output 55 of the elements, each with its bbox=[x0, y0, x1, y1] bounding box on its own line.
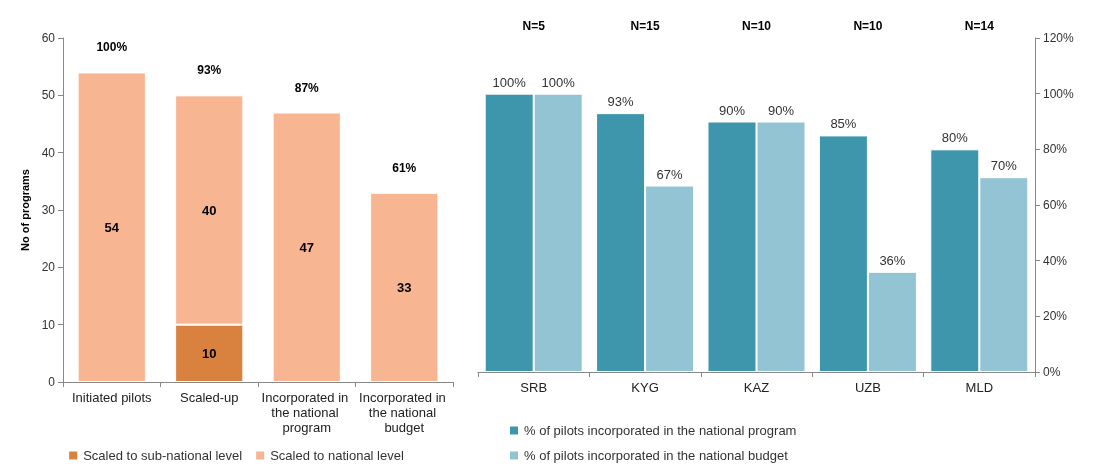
data-label: 93% bbox=[607, 94, 635, 110]
y2-tick-label: 0% bbox=[1043, 365, 1061, 379]
bar bbox=[77, 72, 146, 382]
data-label: 33 bbox=[397, 279, 412, 295]
x-tick-label: SRB bbox=[520, 380, 548, 395]
legend-label: % of pilots incorporated in the national budget bbox=[524, 448, 789, 463]
annotation: 61% bbox=[392, 160, 417, 175]
y-tick-label: 40 bbox=[41, 145, 56, 160]
y-tick-label: 60 bbox=[41, 31, 56, 45]
data-label: 85% bbox=[830, 116, 857, 132]
y2-tick-label: 80% bbox=[1043, 142, 1068, 157]
text: N=5 bbox=[522, 19, 546, 33]
bar bbox=[272, 112, 341, 382]
x-tick-label: UZB bbox=[854, 380, 881, 395]
y-tick-label: 0 bbox=[48, 375, 56, 389]
data-label: 90% bbox=[718, 102, 746, 118]
legend-label: % of pilots incorporated in the national program bbox=[524, 423, 797, 438]
y-axis-title: No of programs bbox=[19, 169, 32, 251]
x-tick-label: Scaled-up bbox=[179, 390, 239, 405]
x-tick-label: KAZ bbox=[743, 380, 770, 395]
data-label: 40 bbox=[202, 202, 217, 218]
x-tick-label: Incorporated in the national program bbox=[261, 390, 352, 435]
annotation: 93% bbox=[197, 63, 222, 78]
y2-tick-label: 40% bbox=[1043, 253, 1068, 268]
x-tick-label: MLD bbox=[965, 380, 994, 395]
x-tick-label: Initiated pilots bbox=[72, 390, 152, 405]
y2-tick-label: 120% bbox=[1043, 31, 1075, 45]
y2-tick-label: 60% bbox=[1043, 198, 1068, 212]
text: N=14 bbox=[964, 19, 995, 33]
bar bbox=[370, 192, 439, 382]
data-label: 54 bbox=[104, 219, 120, 235]
annotation: 100% bbox=[96, 40, 128, 55]
data-label: 100% bbox=[492, 74, 527, 90]
y-tick-label: 20 bbox=[41, 260, 56, 275]
y2-tick-label: 20% bbox=[1043, 309, 1068, 324]
data-label: 90% bbox=[767, 102, 795, 118]
text: N=15 bbox=[630, 19, 660, 33]
data-label: 10 bbox=[202, 345, 217, 361]
annotation: 87% bbox=[294, 80, 320, 95]
data-label: 47 bbox=[299, 239, 314, 255]
data-label: 100% bbox=[541, 74, 576, 90]
legend-label: Scaled to national level bbox=[270, 448, 404, 463]
y-tick-label: 30 bbox=[41, 203, 56, 217]
text: N=10 bbox=[741, 19, 772, 33]
y-tick-label: 50 bbox=[41, 88, 56, 103]
data-label: 70% bbox=[990, 158, 1018, 174]
data-label: 80% bbox=[941, 130, 969, 146]
y-tick-label: 10 bbox=[41, 317, 56, 332]
legend-label: Scaled to sub-national level bbox=[83, 448, 243, 463]
text: N=10 bbox=[853, 19, 883, 33]
data-label: 67% bbox=[656, 166, 684, 182]
x-tick-label: Incorporated in the national budget bbox=[359, 390, 450, 435]
data-label: 36% bbox=[879, 252, 906, 268]
x-tick-label: KYG bbox=[631, 380, 659, 395]
y2-tick-label: 100% bbox=[1043, 86, 1075, 101]
